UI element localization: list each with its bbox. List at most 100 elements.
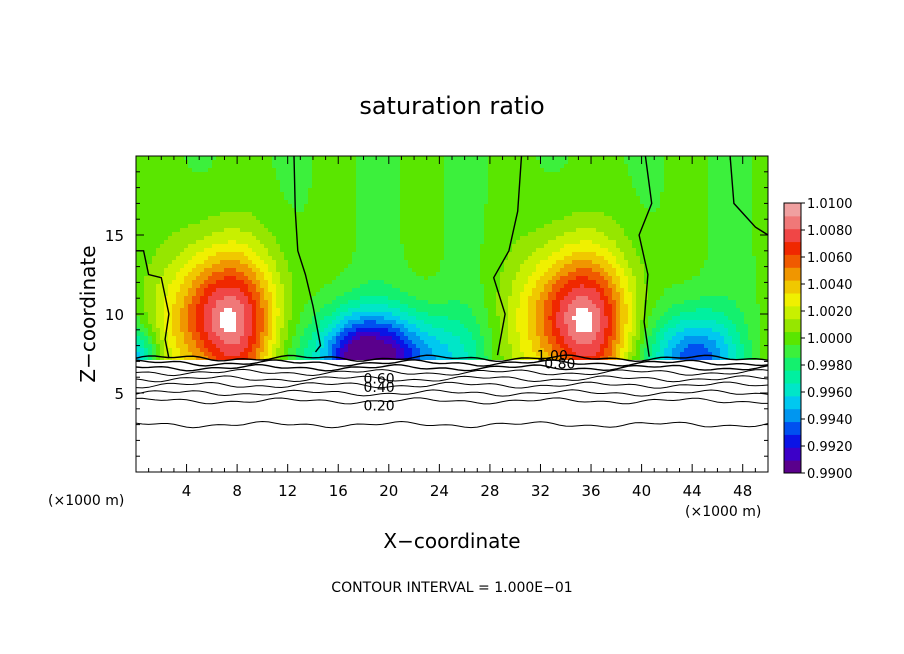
heatmap-cell xyxy=(252,280,256,284)
heatmap-cell xyxy=(364,244,368,248)
heatmap-cell xyxy=(488,328,492,332)
heatmap-cell xyxy=(276,280,280,284)
heatmap-cell xyxy=(516,248,520,252)
heatmap-cell xyxy=(376,296,380,300)
heatmap-cell xyxy=(512,192,516,196)
heatmap-cell xyxy=(344,320,348,324)
heatmap-cell xyxy=(288,160,292,164)
heatmap-cell xyxy=(452,224,456,228)
heatmap-cell xyxy=(440,228,444,232)
heatmap-cell xyxy=(176,264,180,268)
heatmap-cell xyxy=(312,228,316,232)
heatmap-cell xyxy=(416,236,420,240)
heatmap-cell xyxy=(208,272,212,276)
heatmap-cell xyxy=(500,276,504,280)
heatmap-cell xyxy=(220,220,224,224)
heatmap-cell xyxy=(192,200,196,204)
heatmap-cell xyxy=(504,308,508,312)
heatmap-cell xyxy=(296,344,300,348)
heatmap-cell xyxy=(340,268,344,272)
heatmap-cell xyxy=(188,300,192,304)
heatmap-cell xyxy=(312,340,316,344)
heatmap-cell xyxy=(404,200,408,204)
heatmap-cell xyxy=(336,296,340,300)
heatmap-cell xyxy=(436,180,440,184)
heatmap-cell xyxy=(224,244,228,248)
heatmap-cell xyxy=(296,232,300,236)
heatmap-cell xyxy=(280,216,284,220)
heatmap-cell xyxy=(460,184,464,188)
heatmap-cell xyxy=(200,272,204,276)
heatmap-cell xyxy=(200,188,204,192)
heatmap-cell xyxy=(240,240,244,244)
heatmap-cell xyxy=(464,172,468,176)
heatmap-cell xyxy=(276,260,280,264)
heatmap-cell xyxy=(512,352,516,356)
heatmap-cell xyxy=(340,252,344,256)
heatmap-cell xyxy=(512,324,516,328)
heatmap-cell xyxy=(496,164,500,168)
heatmap-cell xyxy=(436,232,440,236)
heatmap-cell xyxy=(352,200,356,204)
heatmap-cell xyxy=(280,188,284,192)
heatmap-cell xyxy=(400,240,404,244)
heatmap-cell xyxy=(192,252,196,256)
heatmap-cell xyxy=(268,340,272,344)
heatmap-cell xyxy=(496,312,500,316)
heatmap-cell xyxy=(324,176,328,180)
heatmap-cell xyxy=(280,212,284,216)
heatmap-cell xyxy=(412,192,416,196)
heatmap-cell xyxy=(516,320,520,324)
heatmap-cell xyxy=(392,268,396,272)
heatmap-cell xyxy=(452,348,456,352)
heatmap-cell xyxy=(476,168,480,172)
heatmap-cell xyxy=(524,348,528,352)
heatmap-cell xyxy=(440,348,444,352)
heatmap-cell xyxy=(152,288,156,292)
heatmap-cell xyxy=(164,268,168,272)
heatmap-cell xyxy=(336,352,340,356)
heatmap-cell xyxy=(268,220,272,224)
heatmap-cell xyxy=(496,156,500,160)
heatmap-cell xyxy=(416,348,420,352)
heatmap-cell xyxy=(484,196,488,200)
heatmap-cell xyxy=(328,312,332,316)
heatmap-cell xyxy=(356,308,360,312)
heatmap-cell xyxy=(516,340,520,344)
heatmap-cell xyxy=(244,272,248,276)
heatmap-cell xyxy=(224,212,228,216)
heatmap-cell xyxy=(256,352,260,356)
heatmap-cell xyxy=(228,292,232,296)
heatmap-cell xyxy=(300,220,304,224)
heatmap-cell xyxy=(468,200,472,204)
heatmap-cell xyxy=(524,300,528,304)
heatmap-cell xyxy=(340,312,344,316)
heatmap-cell xyxy=(320,268,324,272)
heatmap-cell xyxy=(472,352,476,356)
heatmap-cell xyxy=(276,340,280,344)
heatmap-cell xyxy=(412,288,416,292)
heatmap-cell xyxy=(292,328,296,332)
heatmap-cell xyxy=(188,356,192,360)
heatmap-cell xyxy=(464,300,468,304)
heatmap-cell xyxy=(516,160,520,164)
heatmap-cell xyxy=(492,244,496,248)
heatmap-cell xyxy=(300,204,304,208)
heatmap-cell xyxy=(484,304,488,308)
heatmap-cell xyxy=(352,260,356,264)
heatmap-cell xyxy=(520,224,524,228)
heatmap-cell xyxy=(144,312,148,316)
heatmap-cell xyxy=(284,340,288,344)
heatmap-cell xyxy=(328,336,332,340)
heatmap-cell xyxy=(248,320,252,324)
heatmap-cell xyxy=(428,204,432,208)
heatmap-cell xyxy=(364,308,368,312)
heatmap-cell xyxy=(416,284,420,288)
heatmap-cell xyxy=(504,208,508,212)
heatmap-cell xyxy=(184,336,188,340)
heatmap-cell xyxy=(516,168,520,172)
heatmap-cell xyxy=(516,280,520,284)
heatmap-cell xyxy=(376,184,380,188)
heatmap-cell xyxy=(204,164,208,168)
heatmap-cell xyxy=(176,268,180,272)
